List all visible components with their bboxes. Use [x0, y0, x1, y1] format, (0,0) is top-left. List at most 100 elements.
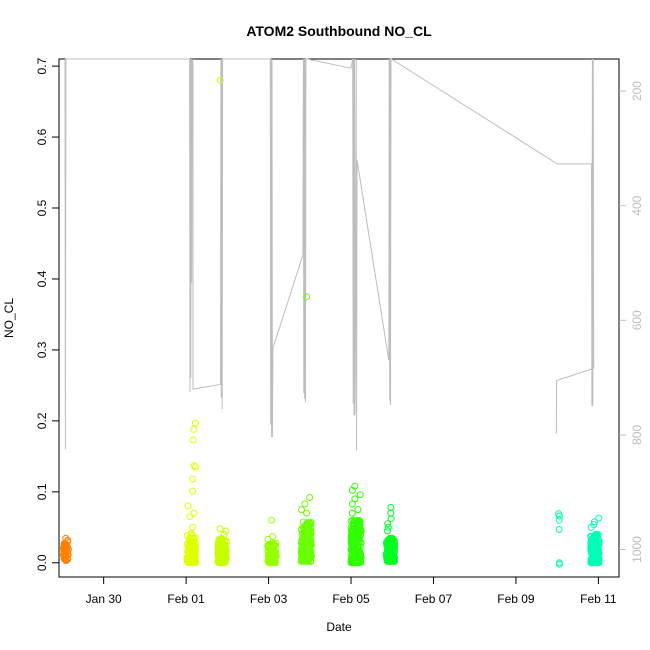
data-point	[216, 76, 224, 84]
data-point	[588, 545, 596, 553]
data-point	[587, 540, 595, 548]
data-point	[191, 463, 199, 471]
data-point	[303, 525, 311, 533]
data-point	[348, 557, 356, 565]
data-point	[303, 509, 311, 517]
x-axis: Jan 30 Feb 01 Feb 03 Feb 05 Feb 07 Feb 09 Feb …	[86, 577, 617, 606]
data-point	[189, 487, 197, 495]
data-point	[595, 514, 603, 522]
data-point	[217, 552, 225, 560]
x-tick-label: Feb 11	[580, 592, 617, 606]
data-point	[303, 293, 311, 301]
data-point	[351, 531, 359, 539]
secondary-y-axis: 200 400 600 800 1000	[619, 81, 644, 563]
data-point	[298, 553, 306, 561]
data-point	[190, 462, 198, 470]
y2-tick-label: 400	[630, 195, 644, 215]
data-point	[303, 557, 311, 565]
data-point	[299, 543, 307, 551]
data-point	[217, 538, 225, 546]
x-tick-label: Feb 09	[497, 592, 535, 606]
data-point	[307, 537, 315, 545]
data-point	[216, 545, 224, 552]
x-axis-label: Date	[326, 620, 352, 634]
data-point	[189, 436, 197, 444]
data-point	[222, 527, 230, 535]
data-point	[591, 518, 599, 526]
data-point	[556, 560, 563, 568]
data-point	[588, 537, 596, 544]
data-point	[307, 551, 314, 559]
y2-tick-label: 600	[630, 310, 644, 330]
data-point	[351, 538, 359, 546]
data-point	[186, 513, 194, 521]
y2-tick-label: 200	[630, 81, 644, 101]
data-point	[222, 556, 230, 563]
y-axis-label: NO_CL	[2, 298, 16, 338]
data-point	[383, 557, 391, 565]
data-point	[351, 548, 359, 556]
data-point	[299, 546, 307, 554]
data-point	[592, 531, 600, 539]
data-point	[595, 540, 603, 548]
data-point	[270, 558, 278, 566]
x-tick-label: Feb 05	[332, 592, 370, 606]
data-point	[351, 532, 359, 540]
trace-lines	[64, 58, 595, 451]
data-point	[189, 523, 197, 531]
data-point	[187, 529, 195, 537]
data-point	[306, 494, 314, 501]
data-point	[389, 535, 396, 542]
data-point	[350, 543, 358, 551]
data-point	[354, 506, 362, 514]
data-point	[301, 500, 309, 508]
data-point	[348, 548, 356, 556]
data-point	[387, 504, 395, 511]
data-point	[555, 516, 563, 524]
y-tick-label: 0.2	[35, 412, 49, 429]
y-tick-label: 0.7	[35, 57, 49, 74]
data-point	[385, 539, 393, 547]
data-point	[184, 502, 192, 510]
data-point	[587, 523, 595, 531]
x-tick-label: Feb 07	[415, 592, 453, 606]
data-point	[189, 550, 197, 558]
y-tick-label: 0.0	[35, 554, 49, 571]
data-point	[350, 546, 358, 554]
data-point	[356, 491, 364, 499]
data-point	[265, 542, 273, 550]
data-point	[268, 516, 276, 524]
data-point	[593, 533, 601, 541]
data-point	[348, 509, 356, 517]
data-point	[189, 475, 196, 483]
data-point	[218, 548, 225, 556]
data-point	[184, 559, 192, 567]
data-point	[219, 556, 227, 564]
data-point	[348, 486, 356, 494]
data-point	[307, 520, 314, 528]
data-point	[556, 512, 563, 520]
y2-tick-label: 1000	[630, 536, 644, 563]
data-point	[304, 528, 312, 536]
data-point	[350, 524, 358, 532]
x-tick-label: Feb 03	[250, 592, 288, 606]
data-points	[59, 76, 603, 568]
data-point	[190, 425, 198, 433]
data-point	[350, 522, 358, 529]
data-point	[387, 509, 395, 517]
data-point	[390, 536, 398, 544]
plot-frame	[58, 58, 620, 578]
data-point	[298, 525, 306, 533]
data-point	[389, 543, 397, 551]
data-point	[63, 546, 71, 554]
chart-title: ATOM2 Southbound NO_CL	[246, 23, 432, 39]
data-point	[387, 550, 395, 558]
data-point	[384, 520, 392, 528]
data-point	[301, 540, 309, 548]
y2-tick-label: 800	[630, 425, 644, 445]
data-point	[307, 548, 315, 556]
data-point	[355, 552, 363, 560]
data-point	[216, 525, 224, 533]
y-axis: 0.0 0.1 0.2 0.3 0.4 0.5 0.6 0.7	[35, 57, 59, 571]
